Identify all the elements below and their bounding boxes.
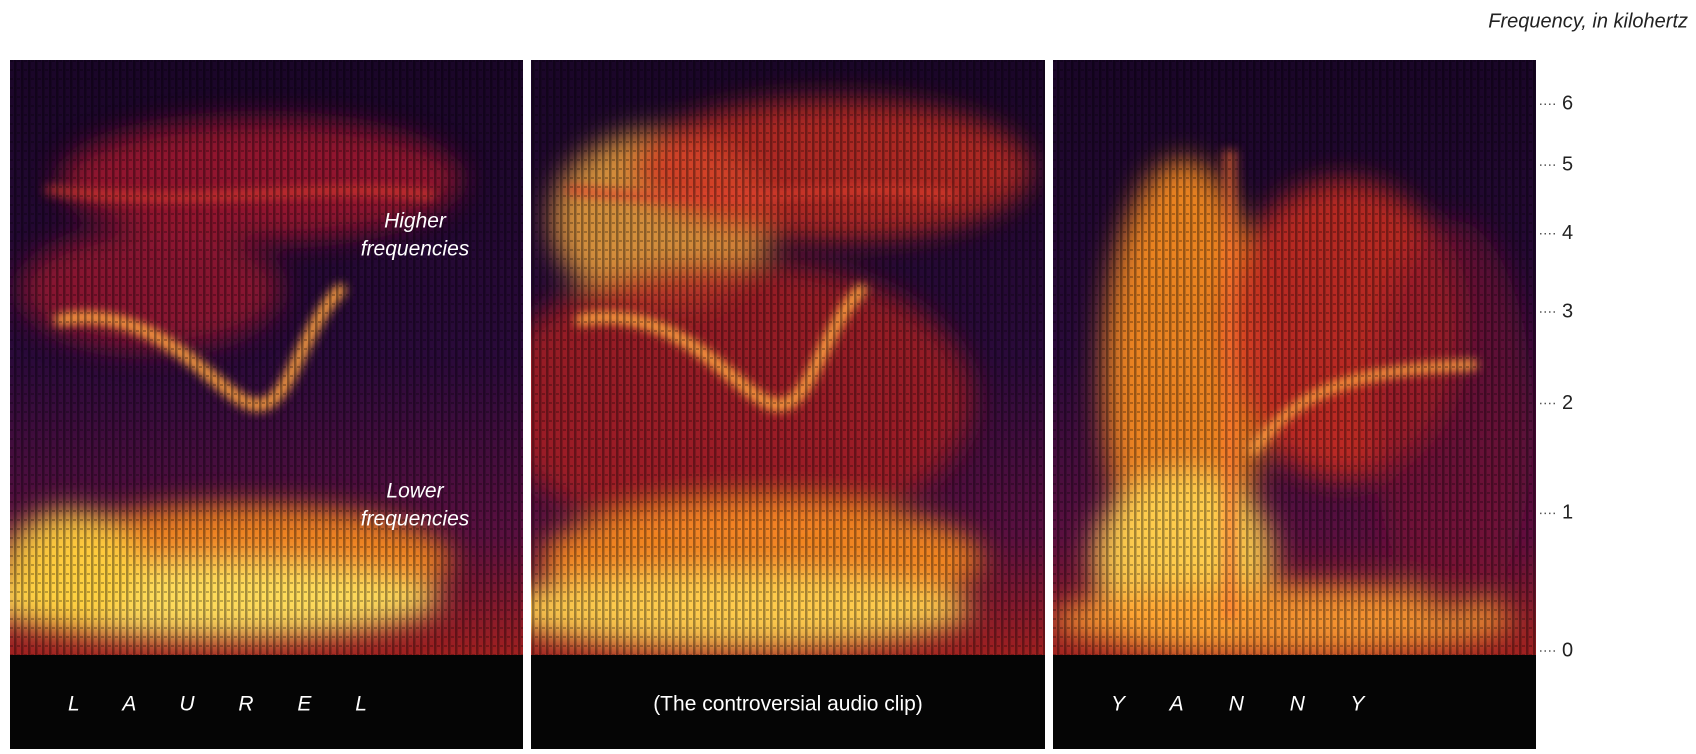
spectrogram-image <box>1053 60 1536 655</box>
y-tick-label: 0 <box>1562 639 1573 661</box>
axis-title: Frequency, in kilohertz <box>1488 10 1688 32</box>
panel-label: L A U R E L <box>68 693 367 716</box>
y-tick-label: 3 <box>1562 300 1573 322</box>
spectrogram-panel: Y A N N Y <box>1053 60 1536 749</box>
panel-label: (The controversial audio clip) <box>653 693 923 716</box>
spectrogram-image <box>10 60 523 655</box>
spectrogram-panel: (The controversial audio clip) <box>531 60 1045 749</box>
panels: L A U R E L (The controversial audio clip… <box>10 60 1536 749</box>
y-tick-label: 6 <box>1562 93 1573 115</box>
y-axis: 0 1 2 3 4 5 6 <box>1540 93 1573 661</box>
annotation: Higher <box>384 210 447 233</box>
striation <box>1053 60 1536 655</box>
y-tick-label: 4 <box>1562 222 1573 244</box>
label-strip <box>10 655 523 749</box>
annotation: frequencies <box>361 508 470 531</box>
striation <box>10 60 523 655</box>
spectrogram-panel: L A U R E L <box>10 60 523 749</box>
spectrogram-image <box>531 60 1045 655</box>
striation <box>531 60 1045 655</box>
panel-label: Y A N N Y <box>1111 693 1366 716</box>
label-strip <box>531 655 1045 749</box>
annotation: frequencies <box>361 238 470 261</box>
y-tick-label: 1 <box>1562 502 1573 524</box>
y-tick-label: 2 <box>1562 392 1573 414</box>
annotation: Lower <box>386 480 444 503</box>
label-strip <box>1053 655 1536 749</box>
y-tick-label: 5 <box>1562 153 1573 175</box>
